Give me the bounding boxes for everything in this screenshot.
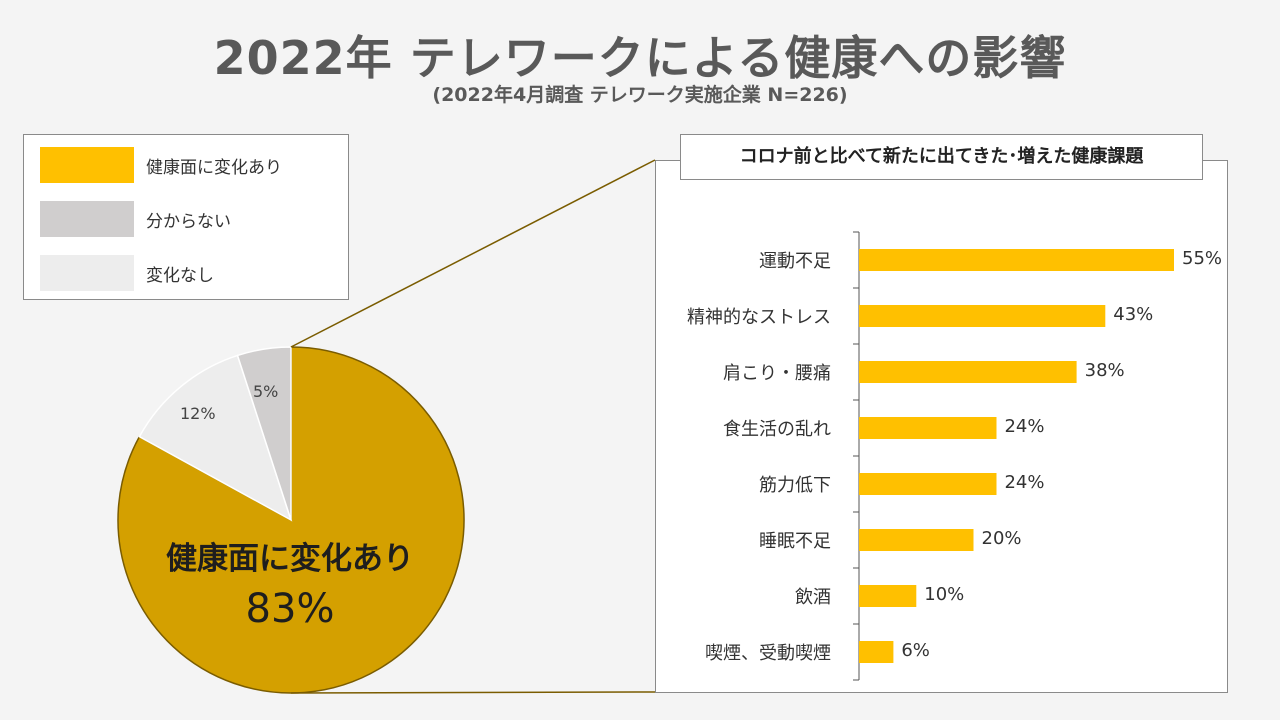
legend-swatch	[40, 147, 134, 183]
bar	[859, 305, 1106, 327]
bar-chart	[853, 231, 1174, 681]
pie-chart	[117, 346, 465, 694]
pie-slice-no-change	[138, 354, 293, 522]
bar-value-label: 55%	[1182, 248, 1223, 269]
bar	[859, 641, 894, 663]
legend: 健康面に変化あり 分からない 変化なし	[23, 134, 349, 300]
connector-lines	[290, 159, 656, 694]
pie-label-unknown: 5%	[253, 382, 279, 401]
bar-category-label: 肩こり・腰痛	[723, 363, 831, 384]
bar-value-label: 10%	[924, 584, 965, 605]
bar-value-label: 24%	[1004, 416, 1045, 437]
pie-label-no-change: 12%	[180, 404, 216, 423]
bar-category-label: 睡眠不足	[759, 531, 831, 552]
bar-category-label: 喫煙、受動喫煙	[705, 643, 831, 664]
connector-line-top	[290, 159, 656, 348]
connector-line-bottom	[290, 691, 656, 694]
bar-category-label: 飲酒	[795, 587, 831, 608]
pie-highlight-value: 83%	[245, 586, 335, 632]
bar-category-label: 筋力低下	[759, 475, 831, 496]
bar-category-label: 運動不足	[759, 251, 831, 272]
legend-label: 変化なし	[146, 266, 214, 286]
bar	[859, 417, 997, 439]
bar-value-label: 20%	[981, 528, 1022, 549]
bar-value-label: 38%	[1084, 360, 1125, 381]
pie-highlight-label: 健康面に変化あり	[166, 541, 414, 577]
bar-category-label: 精神的なストレス	[687, 307, 831, 328]
bar-chart-title: コロナ前と比べて新たに出てきた･増えた健康課題	[680, 134, 1203, 180]
bar-value-label: 43%	[1113, 304, 1154, 325]
page-title: 2022年 テレワークによる健康への影響	[213, 31, 1067, 85]
bar	[859, 249, 1174, 271]
legend-swatch	[40, 255, 134, 291]
bar-value-label: 24%	[1004, 472, 1045, 493]
bar-value-label: 6%	[901, 640, 930, 661]
bar	[859, 361, 1077, 383]
bar	[859, 585, 917, 607]
legend-label: 分からない	[146, 212, 231, 232]
bar	[859, 473, 997, 495]
legend-swatch	[40, 201, 134, 237]
page-subtitle: (2022年4月調査 テレワーク実施企業 N=226)	[432, 84, 848, 106]
pie-slice-unknown	[236, 346, 292, 521]
bar-category-label: 食生活の乱れ	[723, 419, 831, 440]
legend-label: 健康面に変化あり	[146, 158, 282, 178]
bar	[859, 529, 974, 551]
